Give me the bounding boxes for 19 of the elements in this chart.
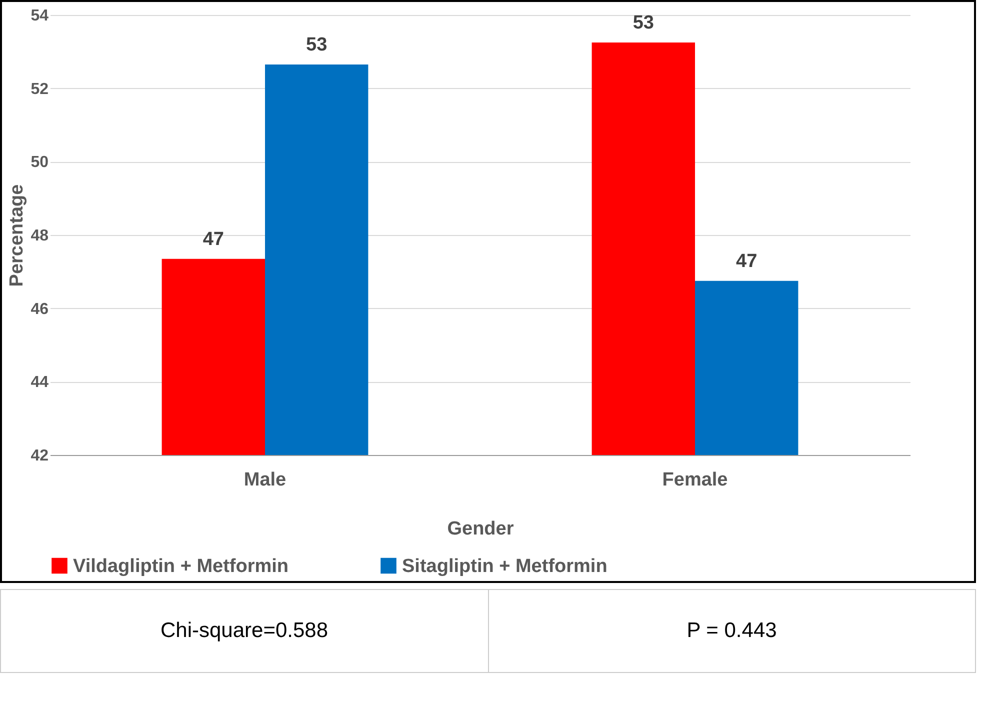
legend-label: Vildagliptin + Metformin [73, 556, 289, 577]
y-axis-title: Percentage [6, 184, 28, 287]
text: Chi-square=0.588 [0, 590, 488, 672]
data-label: 53 [306, 34, 328, 56]
x-tick-label: Male [244, 470, 286, 490]
data-label: 47 [202, 228, 224, 250]
y-tick-label: 46 [30, 300, 49, 318]
y-tick-label: 42 [30, 448, 49, 464]
x-axis-title: Gender [447, 518, 514, 540]
text: P = 0.443 [488, 590, 976, 672]
y-tick-label: 54 [30, 8, 49, 24]
y-tick-label: 48 [30, 228, 49, 244]
x-tick-label: Female [662, 470, 728, 490]
legend-label: Sitagliptin + Metformin [402, 556, 608, 577]
data-label: 53 [632, 12, 654, 34]
y-tick-label: 50 [30, 154, 49, 172]
data-label: 47 [736, 250, 758, 272]
y-tick-label: 52 [30, 80, 49, 98]
y-tick-label: 44 [30, 374, 49, 392]
